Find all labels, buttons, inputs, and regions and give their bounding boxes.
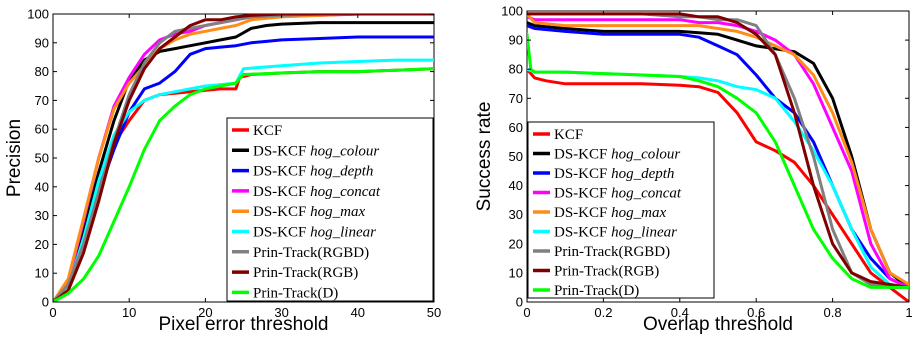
series-line-8 bbox=[527, 12, 909, 289]
legend-label-9: Prin-Track(D) bbox=[554, 283, 639, 299]
x-tick-label: 10 bbox=[122, 305, 136, 320]
series-line-1 bbox=[527, 67, 909, 302]
legend-label-3: DS-KCF hog_depth bbox=[253, 164, 373, 180]
x-tick-label: 20 bbox=[198, 305, 212, 320]
series-line-6 bbox=[53, 58, 434, 302]
x-tick-label: 0.8 bbox=[824, 305, 842, 320]
y-tick-label: 20 bbox=[35, 237, 49, 252]
legend-label-7: Prin-Track(RGBD) bbox=[253, 245, 369, 261]
y-tick-label: 40 bbox=[35, 179, 49, 194]
y-axis-label: Precision bbox=[4, 119, 25, 197]
legend-label-1: KCF bbox=[554, 127, 583, 143]
y-tick-label: 30 bbox=[35, 208, 49, 223]
series-group bbox=[53, 14, 434, 302]
legend-label-2: DS-KCF hog_colour bbox=[554, 147, 680, 163]
y-tick-label: 60 bbox=[509, 120, 523, 135]
legend-label-5: DS-KCF hog_max bbox=[554, 205, 666, 221]
legend-label-2: DS-KCF hog_colour bbox=[253, 143, 379, 159]
chart-panel-1: 0 10 20 30 40 50 0 10 20 30 40 50 60 70 80 90 100 Pixel e… bbox=[4, 7, 441, 336]
y-tick-label: 20 bbox=[509, 236, 523, 251]
y-tick-label: 30 bbox=[509, 207, 523, 222]
legend-label-4: DS-KCF hog_concat bbox=[554, 186, 682, 202]
x-tick-label: 1 bbox=[905, 305, 912, 320]
y-tick-label: 70 bbox=[509, 91, 523, 106]
legend-label-6: DS-KCF hog_linear bbox=[554, 225, 677, 241]
legend-label-4: DS-KCF hog_concat bbox=[253, 184, 381, 200]
y-tick-label: 50 bbox=[35, 151, 49, 166]
y-axis-label: Success rate bbox=[474, 102, 495, 212]
legend-label-7: Prin-Track(RGBD) bbox=[554, 244, 670, 260]
y-tick-label: 10 bbox=[35, 266, 49, 281]
x-tick-label: 0 bbox=[523, 305, 530, 320]
legend-label-6: DS-KCF hog_linear bbox=[253, 225, 376, 241]
series-line-9 bbox=[527, 32, 909, 289]
series-line-5 bbox=[527, 12, 909, 286]
chart-panel-2: 0 0.2 0.4 0.6 0.8 10102030405060708090100Over… bbox=[474, 4, 913, 336]
x-tick-label: 0 bbox=[49, 305, 56, 320]
series-line-7 bbox=[53, 14, 434, 302]
y-tick-label: 90 bbox=[35, 35, 49, 50]
y-tick-label: 40 bbox=[509, 178, 523, 193]
series-line-2 bbox=[53, 21, 434, 302]
y-tick-label: 70 bbox=[35, 93, 49, 108]
series-group bbox=[527, 12, 909, 302]
series-line-8 bbox=[53, 14, 434, 302]
y-tick-label: 0 bbox=[516, 295, 523, 310]
x-tick-label: 0.2 bbox=[594, 305, 612, 320]
y-tick-label: 60 bbox=[35, 122, 49, 137]
x-tick-label: 50 bbox=[427, 305, 441, 320]
x-axis-label: Overlap threshold bbox=[643, 314, 793, 335]
series-line-9 bbox=[53, 67, 434, 302]
y-tick-label: 10 bbox=[509, 265, 523, 280]
x-tick-label: 30 bbox=[274, 305, 288, 320]
legend-label-9: Prin-Track(D) bbox=[253, 285, 338, 301]
x-axis-label: Pixel error threshold bbox=[158, 314, 328, 335]
legend: KCF DS-KCF hog_colour DS-KCF hog_depth DS-K… bbox=[226, 117, 434, 302]
legend-label-3: DS-KCF hog_depth bbox=[554, 166, 674, 182]
legend: KCF DS-KCF hog_colour DS-KCF hog_depth DS-K… bbox=[527, 121, 715, 299]
legend-label-8: Prin-Track(RGB) bbox=[253, 265, 358, 281]
y-tick-label: 90 bbox=[509, 33, 523, 48]
y-tick-label: 100 bbox=[501, 4, 523, 19]
legend-label-5: DS-KCF hog_max bbox=[253, 204, 365, 220]
y-tick-label: 100 bbox=[27, 7, 49, 22]
legend-label-8: Prin-Track(RGB) bbox=[554, 264, 659, 280]
y-tick-label: 80 bbox=[35, 64, 49, 79]
legend-box bbox=[226, 117, 434, 302]
legend-label-1: KCF bbox=[253, 123, 282, 139]
x-tick-label: 40 bbox=[351, 305, 365, 320]
y-tick-label: 50 bbox=[509, 149, 523, 164]
y-tick-label: 80 bbox=[509, 62, 523, 77]
legend-box bbox=[527, 121, 715, 299]
x-tick-label: 0.4 bbox=[671, 305, 689, 320]
x-tick-label: 0.6 bbox=[747, 305, 765, 320]
y-tick-label: 0 bbox=[42, 295, 49, 310]
